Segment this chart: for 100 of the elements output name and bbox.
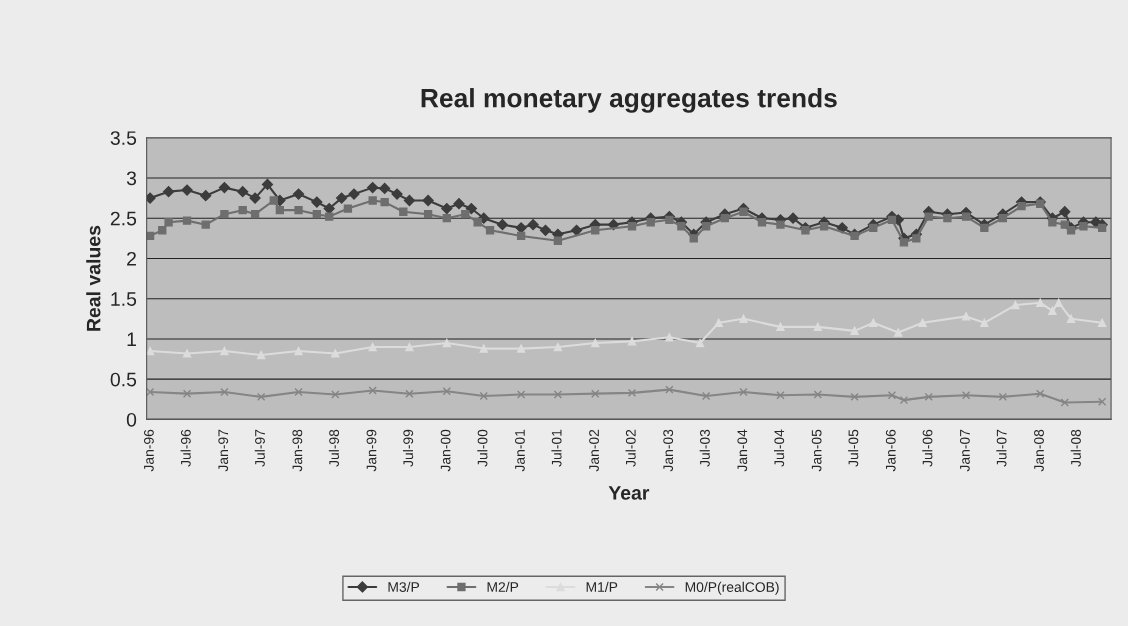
point xyxy=(1036,298,1045,307)
y-tick-label: 0 xyxy=(126,412,137,427)
point xyxy=(998,392,1008,402)
x-tick-label: Jan-01 xyxy=(515,429,525,472)
point xyxy=(275,205,285,215)
point xyxy=(980,318,989,328)
point xyxy=(1097,397,1107,406)
point xyxy=(405,389,414,398)
point xyxy=(591,389,600,398)
point xyxy=(695,338,705,348)
x-axis-title: Year xyxy=(608,486,650,500)
point xyxy=(238,205,247,215)
point xyxy=(257,392,266,402)
point xyxy=(553,236,563,245)
point xyxy=(1048,306,1057,315)
point xyxy=(677,222,686,231)
point xyxy=(627,222,637,231)
point xyxy=(1079,222,1088,231)
point xyxy=(250,210,260,219)
point xyxy=(158,226,167,235)
point xyxy=(701,391,711,401)
legend-label: M3/P xyxy=(388,581,420,592)
point xyxy=(146,231,155,241)
point xyxy=(146,387,155,397)
point xyxy=(899,395,909,405)
y-tick-label: 1.5 xyxy=(111,292,137,306)
y-axis-title: Real values xyxy=(86,225,101,331)
point xyxy=(1097,223,1107,233)
point xyxy=(294,205,303,215)
point xyxy=(1011,300,1020,310)
point xyxy=(1060,398,1069,407)
point xyxy=(665,333,674,342)
point xyxy=(998,214,1008,223)
legend-label: M1/P xyxy=(586,581,618,592)
point xyxy=(368,386,377,395)
point xyxy=(479,391,488,401)
point xyxy=(924,392,933,402)
x-tick-label: Jul-07 xyxy=(996,429,1007,467)
x-tick-label: Jul-97 xyxy=(254,429,265,467)
point xyxy=(164,218,173,227)
point xyxy=(869,223,878,233)
point xyxy=(325,212,334,221)
point xyxy=(220,210,229,219)
point xyxy=(980,223,989,233)
point xyxy=(553,342,563,352)
point xyxy=(776,322,785,332)
point xyxy=(714,318,723,328)
y-tick-label: 3.5 xyxy=(110,131,137,145)
point xyxy=(343,204,353,213)
point xyxy=(269,196,278,205)
x-tick-label: Jan-06 xyxy=(885,429,896,472)
x-tick-label: Jan-03 xyxy=(663,429,674,472)
point xyxy=(943,214,952,223)
x-tick-label: Jan-08 xyxy=(1034,429,1044,472)
point xyxy=(646,218,655,227)
legend-label: M0/P(realCOB) xyxy=(685,581,779,595)
point xyxy=(665,215,674,224)
point xyxy=(1054,298,1063,307)
point xyxy=(813,322,822,332)
x-tick-label: Jul-01 xyxy=(551,429,562,467)
point xyxy=(461,210,470,219)
point xyxy=(331,390,340,399)
point xyxy=(924,212,933,221)
point xyxy=(813,390,822,399)
point xyxy=(146,346,155,356)
point xyxy=(516,344,526,353)
point xyxy=(423,210,433,219)
point xyxy=(627,337,637,346)
point xyxy=(485,226,495,235)
point xyxy=(1066,314,1076,323)
point xyxy=(182,216,192,225)
point xyxy=(516,390,526,399)
x-tick-label: Jan-04 xyxy=(737,429,748,472)
point xyxy=(739,387,748,397)
x-tick-label: Jul-00 xyxy=(477,429,488,467)
legend-label: M2/P xyxy=(487,581,519,592)
x-tick-label: Jul-99 xyxy=(402,429,414,467)
point xyxy=(894,328,903,337)
x-tick-label: Jan-00 xyxy=(440,429,451,472)
point xyxy=(399,207,408,216)
point xyxy=(257,350,266,360)
x-tick-label: Jan-02 xyxy=(589,429,599,472)
point xyxy=(887,391,897,400)
y-tick-label: 2.5 xyxy=(110,211,137,226)
point xyxy=(591,338,600,348)
point xyxy=(312,210,321,219)
point xyxy=(1097,318,1107,328)
point xyxy=(1017,201,1026,211)
point xyxy=(899,238,909,247)
point xyxy=(757,218,767,227)
point xyxy=(776,220,785,229)
point xyxy=(516,231,526,241)
point xyxy=(1060,220,1069,229)
point xyxy=(850,326,859,336)
point xyxy=(294,346,303,356)
point xyxy=(479,344,488,353)
point xyxy=(739,207,748,216)
point xyxy=(720,214,729,223)
x-tick-label: Jul-02 xyxy=(625,429,636,467)
point xyxy=(665,385,674,394)
